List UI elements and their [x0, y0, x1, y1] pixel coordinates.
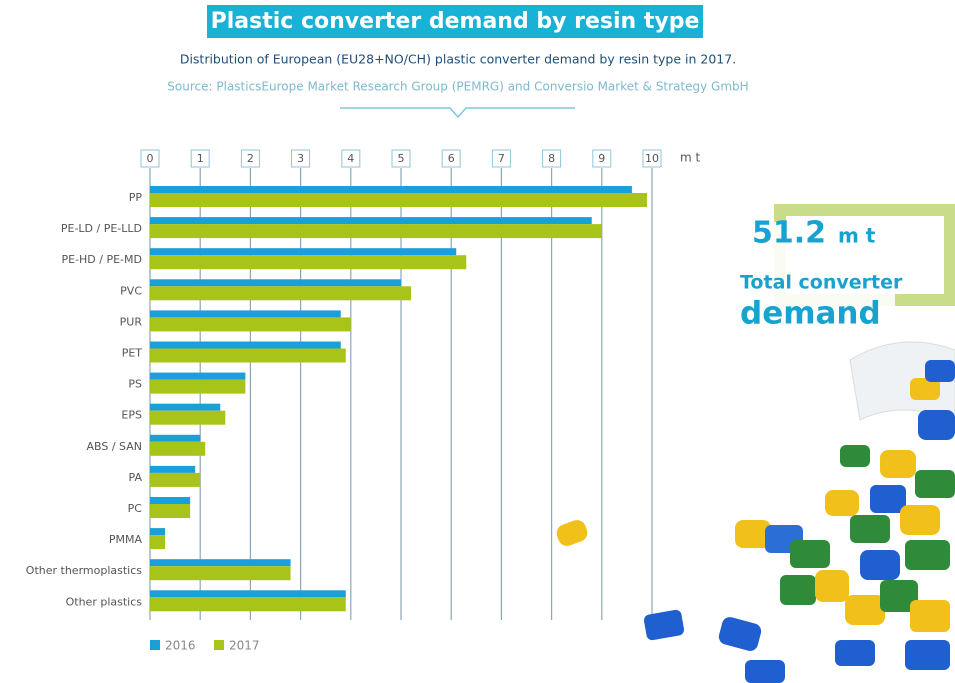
bar: [150, 472, 201, 487]
divider: [340, 107, 575, 119]
bar: [150, 497, 191, 504]
bar: [150, 403, 221, 411]
bar: [150, 193, 647, 207]
y-tick-label: PC: [128, 502, 143, 515]
x-tick-box: [240, 149, 260, 168]
callout-bg: [735, 222, 895, 332]
subtitle: Distribution of European (EU28+NO/CH) pl…: [180, 52, 736, 67]
bar: [150, 317, 351, 332]
x-tick-box: [592, 149, 612, 168]
y-tick-label: PUR: [120, 315, 143, 328]
x-axis-label: m t: [680, 151, 701, 165]
source: Source: PlasticsEurope Market Research G…: [167, 80, 748, 94]
callout-unit: m t: [838, 224, 876, 248]
x-tick-label: 4: [347, 152, 354, 165]
bar: [150, 217, 592, 225]
bar: [150, 590, 346, 598]
y-tick-label: PP: [129, 191, 143, 204]
y-tick-label: PVC: [120, 284, 142, 297]
y-tick-label: PA: [129, 471, 143, 484]
x-tick-label: 2: [247, 152, 254, 165]
bar: [150, 248, 457, 256]
legend-label: 2017: [229, 639, 260, 653]
legend-label: 2016: [165, 639, 196, 653]
y-tick-label: ABS / SAN: [87, 440, 143, 453]
x-tick-label: 8: [548, 152, 555, 165]
bar: [150, 279, 401, 287]
x-tick-box: [441, 149, 461, 168]
x-tick-box: [190, 149, 210, 168]
x-tick-label: 6: [448, 152, 455, 165]
bar: [150, 186, 632, 193]
bar: [150, 286, 412, 301]
y-tick-label: PE-LD / PE-LLD: [61, 222, 142, 235]
x-tick-label: 1: [197, 152, 204, 165]
bar: [150, 379, 246, 394]
x-tick-box: [542, 149, 562, 168]
callout-line2: demand: [740, 296, 881, 332]
legend-swatch: [150, 640, 160, 650]
bar: [150, 465, 196, 473]
bar: [150, 410, 226, 425]
x-tick-label: 7: [498, 152, 505, 165]
bar: [150, 441, 206, 456]
bar: [150, 348, 346, 363]
x-tick-label: 9: [598, 152, 605, 165]
bar: [150, 535, 166, 550]
bar: [150, 597, 346, 612]
x-tick-label: 3: [297, 152, 304, 165]
x-tick-label: 0: [147, 152, 154, 165]
x-tick-box: [140, 149, 160, 168]
x-tick-label: 10: [645, 152, 659, 165]
y-tick-label: Other thermoplastics: [26, 564, 142, 577]
x-tick-box: [391, 149, 411, 168]
x-tick-label: 5: [398, 152, 405, 165]
bar: [150, 504, 191, 518]
bar: [150, 566, 291, 581]
x-tick-box: [642, 149, 662, 168]
y-tick-label: PMMA: [109, 533, 143, 546]
callout-value: 51.2: [752, 216, 826, 251]
bar: [150, 559, 291, 567]
bar: [150, 255, 467, 270]
legend-swatch: [214, 640, 224, 650]
x-tick-box: [291, 149, 311, 168]
x-tick-box: [341, 149, 361, 168]
chart-title: Plastic converter demand by resin type: [211, 9, 700, 34]
y-tick-label: PET: [122, 347, 143, 360]
bar: [150, 372, 246, 380]
y-tick-label: PS: [128, 378, 142, 391]
title-box: [207, 5, 703, 38]
y-tick-label: EPS: [121, 409, 142, 422]
bar: [150, 528, 166, 536]
y-tick-label: Other plastics: [66, 595, 143, 608]
bar: [150, 434, 201, 442]
callout-line1: Total converter: [740, 272, 903, 294]
pellets-image: [556, 341, 955, 683]
y-tick-label: PE-HD / PE-MD: [61, 253, 142, 266]
x-tick-box: [491, 149, 511, 168]
bar: [150, 224, 602, 239]
bar: [150, 310, 341, 318]
bar: [150, 341, 341, 349]
